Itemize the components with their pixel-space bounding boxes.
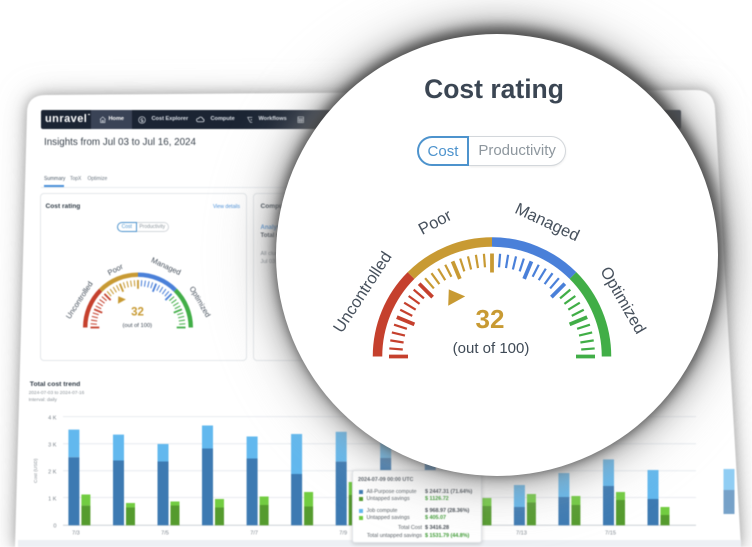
svg-text:32: 32 xyxy=(131,307,144,319)
svg-text:7/5: 7/5 xyxy=(161,531,169,537)
svg-text:(out of 100): (out of 100) xyxy=(453,340,530,357)
svg-text:Managed: Managed xyxy=(512,200,582,245)
svg-text:3 K: 3 K xyxy=(48,442,57,448)
svg-text:7/7: 7/7 xyxy=(250,531,258,537)
svg-text:Poor: Poor xyxy=(416,206,456,238)
svg-text:7/3: 7/3 xyxy=(72,531,80,537)
svg-text:1 K: 1 K xyxy=(48,497,57,503)
svg-text:7/9: 7/9 xyxy=(339,531,347,537)
svg-text:(out of 100): (out of 100) xyxy=(122,323,152,329)
svg-text:7/15: 7/15 xyxy=(605,531,616,537)
svg-text:7/13: 7/13 xyxy=(516,531,527,537)
svg-text:2 K: 2 K xyxy=(48,470,57,476)
svg-text:0: 0 xyxy=(53,524,56,530)
svg-text:32: 32 xyxy=(476,304,505,334)
svg-text:4 K: 4 K xyxy=(48,415,57,421)
svg-text:Managed: Managed xyxy=(150,255,183,277)
